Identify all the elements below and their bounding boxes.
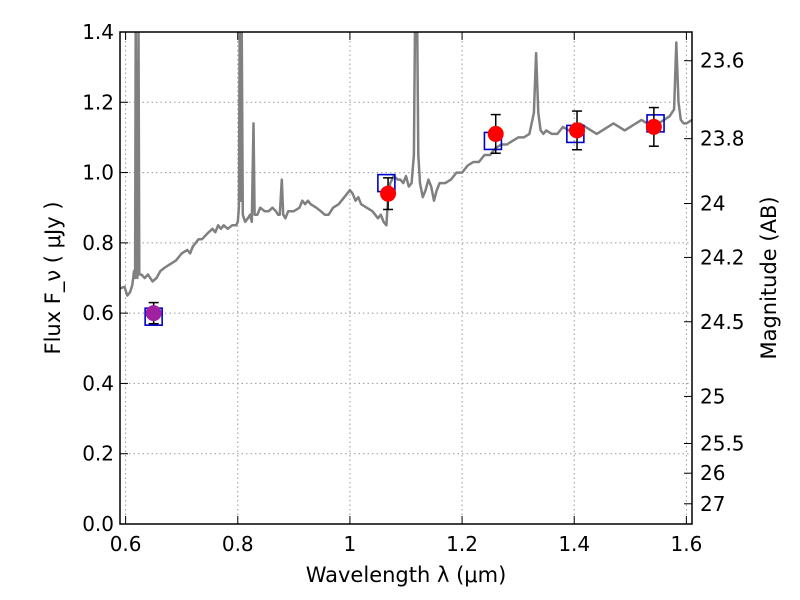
x-tick-label: 1 — [344, 532, 357, 556]
observed-point — [487, 125, 504, 142]
y-tick-label: 1.2 — [82, 90, 114, 114]
right-tick-label: 24.2 — [700, 245, 745, 269]
observed-point — [380, 185, 397, 202]
model-photometry — [144, 114, 665, 326]
x-tick-label: 1.2 — [446, 532, 478, 556]
right-tick-label: 23.6 — [700, 49, 745, 73]
tick-labels: 0.6 0.8 1 1.2 1.4 1.6 0.0 0.2 0.4 0.6 0.8 1.0 1.2 1.4… — [82, 20, 744, 556]
observed-point — [569, 122, 586, 139]
right-axis-title: Magnitude (AB) — [757, 196, 781, 359]
observed-point — [645, 118, 662, 135]
right-tick-label: 23.8 — [700, 127, 745, 151]
spectrum-line — [120, 32, 692, 297]
right-tick-label: 24.5 — [700, 310, 745, 334]
x-tick-label: 0.8 — [222, 532, 254, 556]
y-tick-label: 0.6 — [82, 301, 114, 325]
right-tick-label: 25.5 — [700, 431, 745, 455]
x-tick-label: 0.6 — [110, 532, 142, 556]
plot-area — [120, 32, 692, 326]
y-axis-title: Flux F_ν ( μJy ) — [41, 201, 66, 354]
y-tick-label: 0.4 — [82, 371, 114, 395]
y-tick-label: 0.8 — [82, 231, 114, 255]
right-tick-label: 26 — [700, 461, 725, 485]
y-tick-label: 0.0 — [82, 512, 114, 536]
grid-lines — [120, 32, 692, 524]
y-tick-label: 1.4 — [82, 20, 114, 44]
x-tick-label: 1.4 — [558, 532, 590, 556]
right-tick-label: 27 — [700, 492, 725, 516]
x-tick-label: 1.6 — [670, 532, 702, 556]
plot-frame — [119, 31, 693, 525]
y-tick-label: 0.2 — [82, 442, 114, 466]
x-axis-title: Wavelength λ (μm) — [306, 563, 507, 587]
y-tick-label: 1.0 — [82, 161, 114, 185]
observed-photometry — [145, 106, 662, 325]
axis-ticks — [120, 31, 692, 525]
observed-point — [145, 305, 162, 322]
right-tick-label: 24 — [700, 191, 725, 215]
right-tick-label: 25 — [700, 384, 725, 408]
